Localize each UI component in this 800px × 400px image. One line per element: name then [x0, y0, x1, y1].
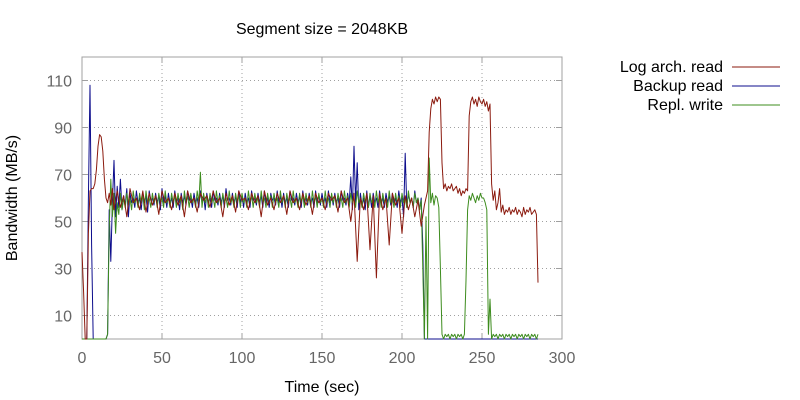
axis-ticks: 10 30 50 70 90 110 0 50 100 150 200 250 300	[46, 57, 575, 367]
chart-title: Segment size = 2048KB	[236, 21, 408, 38]
grid-lines	[81, 57, 563, 339]
series-line-backup-read	[82, 84, 538, 340]
y-tick-label: 30	[54, 262, 72, 279]
y-axis-label: Bandwidth (MB/s)	[4, 135, 21, 261]
x-tick-label: 100	[229, 350, 256, 367]
x-tick-label: 150	[309, 350, 336, 367]
series-line-log-arch-read	[81, 96, 539, 340]
y-tick-label: 50	[54, 215, 72, 232]
y-tick-label: 10	[54, 309, 72, 326]
x-tick-label: 0	[78, 350, 87, 367]
legend-label-backup-read: Backup read	[633, 78, 723, 95]
legend-label-log-arch-read: Log arch. read	[620, 59, 723, 76]
x-tick-label: 250	[469, 350, 496, 367]
series-layer	[81, 84, 539, 340]
legend-label-repl-write: Repl. write	[647, 97, 723, 114]
x-axis-label: Time (sec)	[285, 379, 360, 396]
x-tick-label: 50	[153, 350, 171, 367]
y-tick-label: 110	[46, 74, 72, 91]
legend: Log arch. read Backup read Repl. write	[620, 59, 780, 114]
series-line-repl-write	[82, 157, 539, 340]
y-tick-label: 90	[54, 121, 72, 138]
y-tick-label: 70	[54, 168, 72, 185]
x-tick-label: 200	[389, 350, 416, 367]
x-tick-label: 300	[549, 350, 576, 367]
